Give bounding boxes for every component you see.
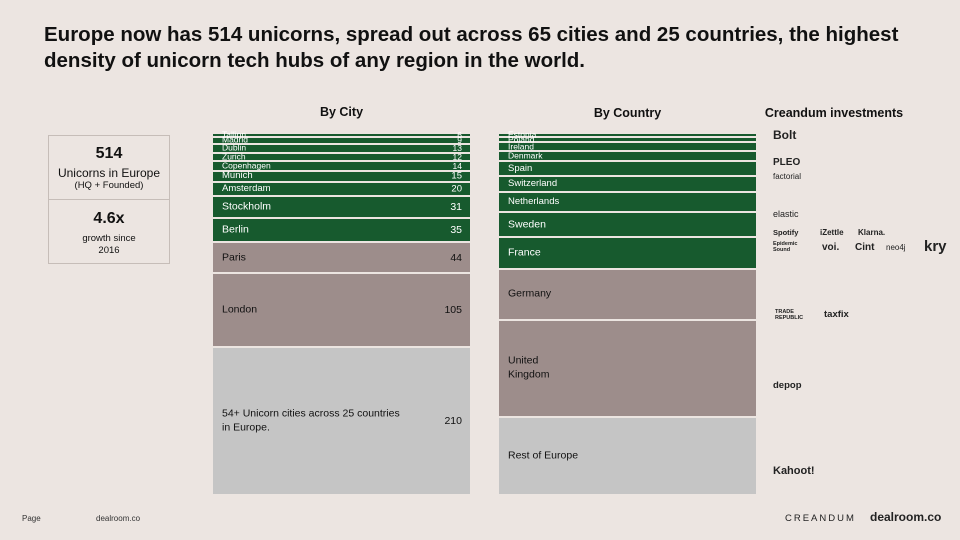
growth-stat-box: 4.6x growth since 2016	[48, 200, 170, 264]
epidemic-sound-logo: Epidemic Sound	[773, 241, 798, 253]
trade-republic-logo: TRADE REPUBLIC	[775, 309, 804, 321]
investments-header: Creandum investments	[764, 106, 904, 120]
voi-logo: voi.	[822, 242, 840, 253]
city-bar-value: 35	[450, 223, 462, 236]
country-bar: Spain	[499, 162, 756, 177]
spotify-logo: Spotify	[773, 228, 799, 237]
depop-logo: depop	[773, 380, 802, 391]
unicorns-label: Unicorns in Europe	[57, 166, 161, 180]
creandum-brand: CREANDUM	[785, 513, 856, 524]
city-bar: Munich 15	[213, 170, 470, 183]
city-bar-label: 54+ Unicorn cities across 25 countries i…	[222, 407, 400, 434]
country-bar: Sweden	[499, 212, 756, 239]
izettle-logo: iZettle	[820, 228, 844, 237]
country-bar-label: United Kingdom	[508, 354, 550, 381]
city-bar: 54+ Unicorn cities across 25 countries i…	[213, 348, 470, 496]
kry-logo: kry	[924, 238, 947, 255]
city-bar-value: 15	[451, 170, 462, 182]
city-bar-label: Amsterdam	[222, 182, 271, 194]
country-bar: Germany	[499, 269, 756, 321]
city-bar: Madrid 9	[213, 134, 470, 146]
city-bar-label: Copenhagen	[222, 160, 271, 171]
growth-label: growth since 2016	[82, 233, 136, 256]
bolt-logo: Bolt	[773, 128, 797, 142]
country-bar-label: Germany	[508, 287, 552, 300]
kahoot-logo: Kahoot!	[773, 465, 815, 477]
city-bar-value: 12	[452, 151, 462, 162]
country-bar: Ireland	[499, 140, 756, 153]
country-bar: Netherlands	[499, 193, 756, 213]
country-bar: Switzerland	[499, 176, 756, 194]
country-bar: United Kingdom	[499, 320, 756, 418]
city-bar-label: Tallinn	[222, 129, 247, 140]
city-bar-label: Zurich	[222, 151, 246, 162]
cint-logo: Cint	[855, 242, 875, 253]
unicorns-count: 514	[95, 145, 123, 162]
country-bar-label: Denmark	[508, 150, 543, 161]
country-bar: Poland	[499, 134, 756, 144]
country-bar-label: Switzerland	[508, 177, 558, 189]
klarna-logo: Klarna.	[858, 228, 886, 237]
neo4j-logo: neo4j	[886, 243, 906, 252]
city-bar: Copenhagen 14	[213, 160, 470, 173]
city-bar-value: 14	[452, 161, 462, 172]
city-bar-label: Munich	[222, 170, 253, 182]
country-bar: Estonia	[499, 129, 756, 139]
city-bar: Tallinn 6	[213, 129, 470, 140]
country-bar-label: Sweden	[508, 217, 546, 230]
city-bar-value: 105	[444, 304, 462, 317]
city-bar-label: Stockholm	[222, 199, 272, 212]
city-bar-label: Madrid	[222, 134, 248, 145]
country-stacked-chart: Estonia Poland Ireland Denmark Spain Switzerl…	[499, 129, 756, 496]
country-bar-label: Netherlands	[508, 195, 560, 207]
city-stacked-chart: Tallinn 6 Madrid 9 Dublin 13 Zurich 12 Copenhage…	[213, 129, 470, 496]
taxfix-logo: taxfix	[824, 309, 849, 320]
city-bar: Berlin 35	[213, 218, 470, 244]
country-bar: France	[499, 238, 756, 270]
city-bar-value: 6	[457, 130, 462, 141]
city-bar-value: 31	[450, 200, 462, 213]
city-bar-value: 44	[450, 251, 462, 264]
elastic-logo: elastic	[773, 209, 799, 219]
dealroom-brand: dealroom.co	[870, 510, 942, 524]
city-bar-value: 9	[457, 135, 462, 146]
country-bar-label: Estonia	[508, 129, 537, 140]
city-bar: Stockholm 31	[213, 196, 470, 219]
country-bar-label: France	[508, 246, 541, 259]
country-bar-label: Rest of Europe	[508, 449, 579, 462]
unicorns-stat-box: 514 Unicorns in Europe (HQ + Founded)	[48, 135, 170, 200]
country-bar-label: Spain	[508, 162, 533, 174]
city-bar: Zurich 12	[213, 151, 470, 163]
country-bar: Denmark	[499, 150, 756, 163]
source-label: dealroom.co	[96, 514, 141, 523]
city-bar: Amsterdam 20	[213, 182, 470, 197]
factorial-logo: factorial	[773, 172, 802, 181]
by-city-header: By City	[319, 105, 364, 119]
city-bar-label: Berlin	[222, 223, 249, 236]
city-bar-value: 210	[444, 415, 462, 428]
city-bar: Paris 44	[213, 243, 470, 275]
page-label: Page	[22, 514, 41, 523]
by-country-header: By Country	[593, 106, 662, 120]
growth-value: 4.6x	[93, 210, 125, 227]
city-bar-label: London	[222, 303, 258, 316]
slide-title: Europe now has 514 unicorns, spread out …	[44, 23, 899, 72]
city-bar: London 105	[213, 274, 470, 349]
city-bar-label: Dublin	[222, 142, 247, 153]
pleo-logo: PLEO	[773, 157, 801, 168]
country-bar-label: Ireland	[508, 140, 534, 151]
city-bar-value: 20	[451, 183, 462, 195]
city-bar-label: Paris	[222, 250, 246, 263]
city-bar-value: 13	[452, 143, 462, 154]
country-bar: Rest of Europe	[499, 417, 756, 496]
unicorns-sublabel: (HQ + Founded)	[74, 180, 144, 191]
country-bar-label: Poland	[508, 133, 535, 144]
city-bar: Dublin 13	[213, 142, 470, 154]
